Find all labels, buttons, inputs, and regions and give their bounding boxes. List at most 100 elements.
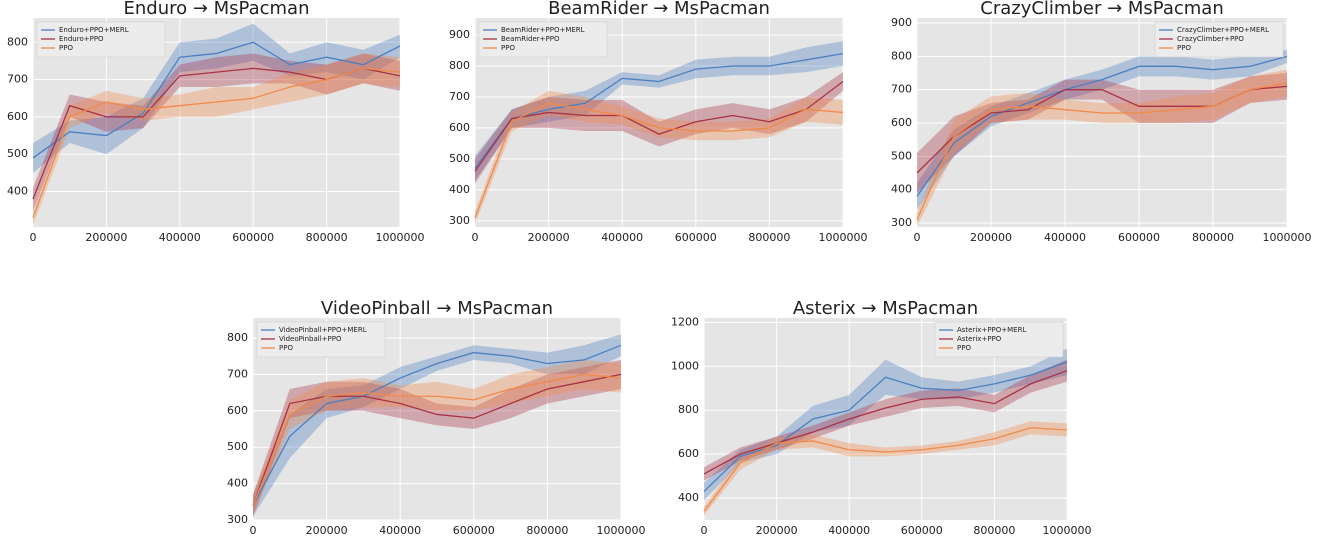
y-tick-label: 500 bbox=[227, 440, 248, 453]
error-band bbox=[917, 69, 1287, 227]
y-tick-label: 1000 bbox=[671, 359, 699, 372]
x-tick-label: 400000 bbox=[159, 231, 201, 244]
legend-label: VideoPinball+PPO+MERL bbox=[279, 326, 367, 334]
legend-label: BeamRider+PPO bbox=[501, 35, 560, 43]
series-line bbox=[252, 373, 622, 506]
y-tick-label: 800 bbox=[449, 59, 470, 72]
chart: VideoPinball → MsPacman 300 400 500 600 700 80… bbox=[227, 298, 646, 537]
series-line bbox=[703, 427, 1068, 512]
chart: Asterix → MsPacman 400 600 800 1000 1200 0 2000… bbox=[671, 298, 1092, 537]
x-tick-label: 1000000 bbox=[376, 231, 425, 244]
series-line bbox=[32, 41, 401, 159]
series-line bbox=[916, 82, 1288, 220]
x-tick-label: 600000 bbox=[675, 231, 717, 244]
series-line bbox=[32, 67, 401, 218]
x-tick-label: 600000 bbox=[232, 231, 274, 244]
x-tick-label: 1000000 bbox=[819, 231, 868, 244]
y-tick-label: 700 bbox=[891, 83, 912, 96]
x-tick-label: 1000000 bbox=[1263, 231, 1312, 244]
x-tick-label: 1000000 bbox=[1043, 524, 1092, 537]
legend-label: CrazyClimber+PPO bbox=[1177, 35, 1244, 43]
series-line bbox=[252, 344, 622, 506]
x-tick-label: 800000 bbox=[306, 231, 348, 244]
legend-label: Enduro+PPO+MERL bbox=[59, 26, 129, 34]
chart-title: Asterix → MsPacman bbox=[793, 298, 978, 319]
legend-label: PPO bbox=[957, 344, 971, 352]
chart-title: CrazyClimber → MsPacman bbox=[980, 0, 1223, 19]
error-band bbox=[253, 334, 621, 517]
x-tick-label: 200000 bbox=[756, 524, 798, 537]
series-line bbox=[474, 80, 844, 172]
x-tick-label: 400000 bbox=[601, 231, 643, 244]
x-tick-label: 200000 bbox=[970, 231, 1012, 244]
x-tick-label: 0 bbox=[250, 524, 257, 537]
series-line bbox=[474, 52, 844, 169]
x-tick-label: 600000 bbox=[453, 524, 495, 537]
x-tick-label: 200000 bbox=[528, 231, 570, 244]
error-band bbox=[253, 359, 621, 517]
y-tick-label: 600 bbox=[227, 404, 248, 417]
y-tick-label: 400 bbox=[7, 185, 28, 198]
y-tick-label: 300 bbox=[891, 216, 912, 229]
y-tick-label: 300 bbox=[449, 214, 470, 227]
y-tick-label: 400 bbox=[449, 183, 470, 196]
y-tick-label: 600 bbox=[891, 116, 912, 129]
legend-label: Enduro+PPO bbox=[59, 35, 104, 43]
x-tick-label: 600000 bbox=[1118, 231, 1160, 244]
legend-label: PPO bbox=[279, 344, 293, 352]
y-tick-label: 600 bbox=[678, 447, 699, 460]
legend-label: PPO bbox=[1177, 44, 1191, 52]
y-tick-label: 400 bbox=[891, 183, 912, 196]
x-tick-label: 800000 bbox=[748, 231, 790, 244]
y-tick-label: 300 bbox=[227, 513, 248, 526]
x-tick-label: 0 bbox=[914, 231, 921, 244]
y-tick-label: 700 bbox=[449, 90, 470, 103]
y-tick-label: 500 bbox=[449, 152, 470, 165]
error-band bbox=[704, 421, 1067, 516]
legend-label: Asterix+PPO+MERL bbox=[957, 326, 1026, 334]
y-tick-label: 500 bbox=[7, 147, 28, 160]
chart-title: VideoPinball → MsPacman bbox=[321, 298, 553, 319]
x-tick-label: 800000 bbox=[526, 524, 568, 537]
error-band bbox=[253, 359, 621, 517]
y-tick-label: 400 bbox=[227, 477, 248, 490]
legend-label: CrazyClimber+PPO+MERL bbox=[1177, 26, 1269, 34]
legend-box bbox=[36, 21, 166, 58]
x-tick-label: 200000 bbox=[306, 524, 348, 537]
error-band bbox=[475, 41, 843, 181]
legend-box bbox=[934, 321, 1064, 358]
y-tick-label: 1200 bbox=[671, 315, 699, 328]
y-tick-label: 800 bbox=[891, 49, 912, 62]
error-band bbox=[475, 90, 843, 224]
y-tick-label: 600 bbox=[7, 110, 28, 123]
error-band bbox=[917, 73, 1287, 193]
legend-label: Asterix+PPO bbox=[957, 335, 1002, 343]
x-tick-label: 0 bbox=[472, 231, 479, 244]
y-tick-label: 800 bbox=[227, 331, 248, 344]
series-line bbox=[916, 55, 1288, 197]
y-tick-label: 900 bbox=[891, 16, 912, 29]
y-tick-label: 900 bbox=[449, 28, 470, 41]
x-tick-label: 800000 bbox=[973, 524, 1015, 537]
x-tick-label: 0 bbox=[30, 231, 37, 244]
x-tick-label: 400000 bbox=[828, 524, 870, 537]
error-band bbox=[33, 53, 400, 226]
legend-label: VideoPinball+PPO bbox=[279, 335, 342, 343]
chart-title: Enduro → MsPacman bbox=[123, 0, 309, 19]
chart: BeamRider → MsPacman 300 400 500 600 700 800 90… bbox=[449, 0, 868, 244]
x-tick-label: 0 bbox=[701, 524, 708, 537]
x-tick-label: 1000000 bbox=[597, 524, 646, 537]
y-tick-label: 800 bbox=[678, 403, 699, 416]
chart: CrazyClimber → MsPacman 300 400 500 600 700 80… bbox=[891, 0, 1312, 244]
legend-box bbox=[1154, 21, 1284, 58]
error-band bbox=[33, 53, 400, 211]
series-line bbox=[252, 373, 622, 506]
legend-box bbox=[478, 21, 608, 58]
y-tick-label: 700 bbox=[7, 73, 28, 86]
y-tick-label: 800 bbox=[7, 35, 28, 48]
legend-box bbox=[256, 321, 386, 358]
